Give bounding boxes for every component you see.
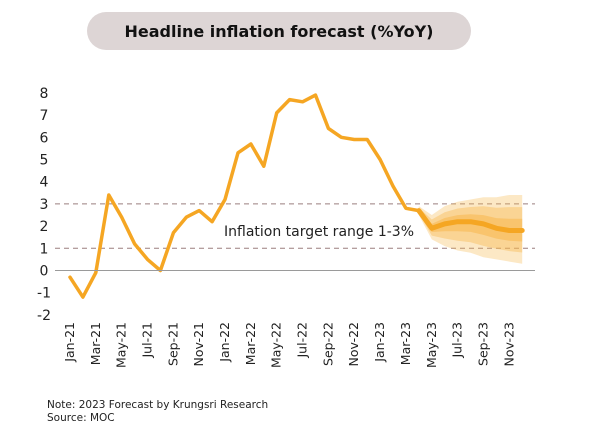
x-tick-label: Jan-22 xyxy=(217,322,232,363)
x-tick-label: Jul-23 xyxy=(450,322,465,359)
chart-title-pill: Headline inflation forecast (%YoY) xyxy=(87,12,471,50)
chart-notes: Note: 2023 Forecast by Krungsri Research… xyxy=(47,399,268,424)
x-tick-label: Nov-21 xyxy=(191,322,206,366)
x-tick-label: May-21 xyxy=(114,322,129,368)
forecast-band-inner xyxy=(418,209,523,242)
y-tick-label: 1 xyxy=(40,241,49,257)
y-tick-label: -1 xyxy=(37,286,51,302)
x-tick-label: May-22 xyxy=(269,322,284,368)
x-tick-label: Mar-23 xyxy=(398,322,413,365)
y-tick-label: 8 xyxy=(40,86,49,102)
series-line-forecast xyxy=(416,208,525,233)
x-tick-label: Jan-21 xyxy=(62,322,77,363)
y-tick-label: 7 xyxy=(40,108,49,124)
source-note: Source: MOC xyxy=(47,411,115,424)
x-tick-label: May-23 xyxy=(424,322,439,368)
x-tick-label: Mar-22 xyxy=(243,322,258,365)
series-line-actual xyxy=(68,93,421,299)
x-tick-label: Mar-21 xyxy=(88,322,103,365)
x-tick-label: Jan-23 xyxy=(372,322,387,363)
chart-title: Headline inflation forecast (%YoY) xyxy=(124,21,434,41)
x-tick-label: Nov-23 xyxy=(501,322,516,366)
y-tick-label: 6 xyxy=(40,130,49,146)
x-tick-label: Nov-22 xyxy=(346,322,361,366)
x-tick-label: Sep-23 xyxy=(475,322,490,366)
x-tick-label: Sep-22 xyxy=(320,322,335,366)
y-tick-label: 5 xyxy=(40,153,49,169)
y-tick-label: 2 xyxy=(40,219,49,235)
y-tick-label: 3 xyxy=(40,197,49,213)
x-tick-label: Jul-21 xyxy=(140,322,155,359)
forecast-note: Note: 2023 Forecast by Krungsri Research xyxy=(47,399,269,411)
y-tick-label: -2 xyxy=(37,308,51,324)
x-tick-label: Jul-22 xyxy=(295,322,310,359)
x-tick-label: Sep-21 xyxy=(165,322,180,366)
y-tick-label: 0 xyxy=(40,264,49,280)
target-range-annotation: Inflation target range 1-3% xyxy=(224,224,414,240)
y-tick-label: 4 xyxy=(40,175,49,191)
